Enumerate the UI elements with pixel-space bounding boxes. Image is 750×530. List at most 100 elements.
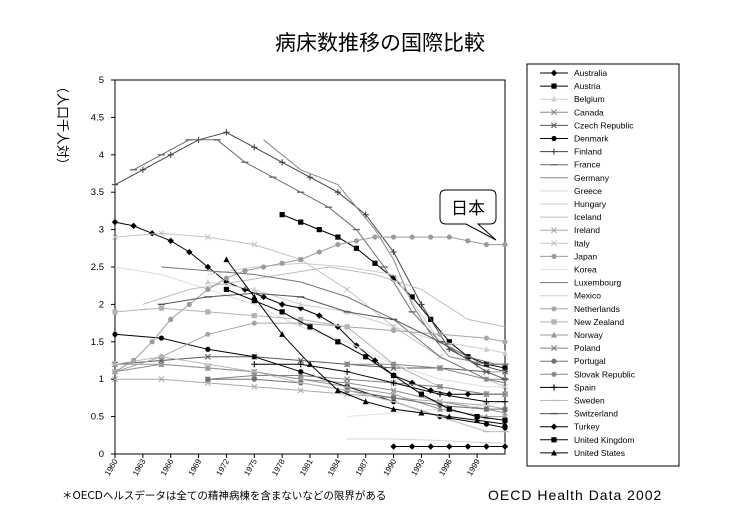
x-tick-label: 1993 (409, 457, 426, 477)
legend-item: Turkey (540, 422, 600, 432)
data-point (502, 365, 508, 371)
legend-marker (551, 319, 557, 325)
data-point (483, 443, 490, 450)
legend-item: Czech Republic (540, 120, 634, 130)
data-point (334, 387, 341, 394)
legend-item: Sweden (540, 396, 605, 406)
data-point (223, 275, 230, 281)
data-point (112, 376, 118, 383)
legend-item: Ireland (540, 225, 600, 235)
data-point (316, 227, 322, 233)
legend-marker (550, 423, 558, 430)
legend-label: Ireland (574, 225, 600, 235)
x-tick-label: 1975 (242, 457, 259, 477)
data-point (483, 398, 490, 405)
legend-item: United Kingdom (540, 435, 634, 445)
data-point (298, 316, 304, 322)
series-netherlands (112, 320, 508, 375)
data-point (464, 443, 472, 450)
legend-item: Iceland (540, 212, 602, 222)
legend-marker (550, 148, 558, 155)
legend-label: Czech Republic (574, 120, 634, 130)
data-point (390, 248, 397, 256)
data-point (139, 166, 146, 173)
legend-label: Belgium (574, 94, 605, 104)
legend-label: Turkey (574, 422, 600, 432)
legend-item: Canada (540, 107, 604, 117)
series-line (161, 266, 506, 384)
legend-label: Sweden (574, 396, 605, 406)
data-point (344, 368, 351, 375)
data-point (279, 159, 286, 166)
y-tick-label: 1 (99, 374, 104, 385)
legend-marker (551, 96, 557, 102)
legend-label: Italy (574, 238, 590, 248)
data-point (204, 353, 211, 360)
x-tick-label: 1972 (214, 457, 231, 477)
series-mexico (347, 438, 505, 444)
data-point (242, 268, 248, 274)
data-point (427, 443, 434, 450)
y-tick-label: 5 (99, 75, 104, 86)
y-tick-label: 4 (99, 150, 104, 161)
legend-label: Spain (574, 382, 596, 392)
legend: Australia Austria Belgium Canada Czech Repub… (540, 68, 636, 458)
y-tick-label: 2.5 (91, 262, 104, 273)
data-point (167, 151, 174, 158)
legend-item: Mexico (540, 291, 601, 301)
data-point (390, 443, 397, 450)
data-point (251, 241, 258, 248)
data-point (205, 309, 211, 315)
data-point (353, 245, 360, 251)
y-tick-label: 4.5 (91, 112, 104, 123)
data-point (390, 390, 397, 397)
legend-item: Denmark (540, 134, 609, 144)
data-point (428, 234, 434, 240)
data-point (501, 443, 509, 450)
data-point (446, 443, 453, 450)
data-point (204, 234, 211, 241)
data-point (446, 339, 452, 345)
data-point (390, 387, 397, 394)
series-united-kingdom (223, 286, 508, 423)
data-point (298, 219, 304, 225)
data-point (418, 301, 425, 308)
chart-title: 病床数推移の国際比較 (275, 31, 485, 55)
data-point (437, 405, 443, 412)
data-point (279, 331, 286, 337)
x-tick-label: 1984 (326, 457, 343, 477)
legend-item: Austria (540, 81, 601, 91)
x-tick-label: 1978 (270, 457, 287, 477)
legend-label: Korea (574, 265, 597, 275)
data-point (502, 406, 508, 412)
data-point (502, 417, 508, 423)
data-point (409, 294, 415, 300)
series-line (207, 375, 505, 395)
data-point (251, 376, 257, 382)
legend-item: Italy (540, 238, 590, 248)
legend-item: Japan (540, 251, 597, 261)
legend-item: France (540, 160, 601, 170)
y-tick-label: 0 (99, 449, 104, 460)
series-line (263, 139, 505, 365)
y-ticks: 0 0.5 1 1.5 2 2.5 3 3.5 4 4.5 5 (91, 75, 115, 460)
x-tick-label: 1999 (465, 457, 482, 477)
data-point (362, 398, 369, 405)
legend-label: Germany (574, 173, 610, 183)
x-tick-label: 1969 (187, 457, 204, 477)
data-point (278, 301, 286, 308)
legend-label: Greece (574, 186, 602, 196)
legend-label: Canada (574, 107, 604, 117)
data-point (297, 372, 304, 379)
legend-marker (551, 449, 557, 456)
legend-item: Spain (540, 382, 596, 392)
series-line (207, 378, 505, 410)
series-switzerland (157, 292, 509, 380)
legend-marker (551, 253, 557, 259)
legend-label: United Kingdom (574, 435, 634, 445)
legend-label: Poland (574, 343, 601, 353)
series-united-states (223, 256, 508, 427)
series-germany (263, 139, 505, 365)
legend-label: Denmark (574, 134, 609, 144)
data-point (130, 222, 137, 230)
